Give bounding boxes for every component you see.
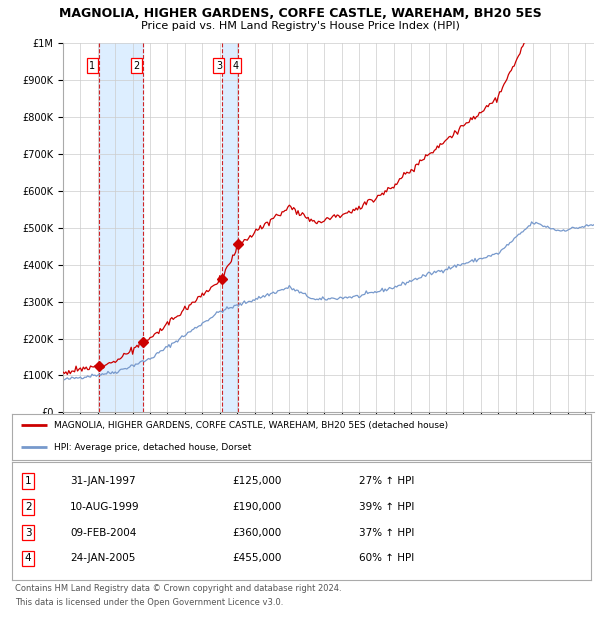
Text: This data is licensed under the Open Government Licence v3.0.: This data is licensed under the Open Gov… (15, 598, 283, 607)
Text: 60% ↑ HPI: 60% ↑ HPI (359, 554, 415, 564)
Text: 4: 4 (233, 61, 239, 71)
Text: 3: 3 (216, 61, 222, 71)
Bar (99, 43, 143, 412)
Text: 37% ↑ HPI: 37% ↑ HPI (359, 528, 415, 538)
Bar (221, 43, 238, 412)
Text: 39% ↑ HPI: 39% ↑ HPI (359, 502, 415, 512)
Text: 1: 1 (25, 476, 32, 485)
Text: 2: 2 (133, 61, 139, 71)
Text: MAGNOLIA, HIGHER GARDENS, CORFE CASTLE, WAREHAM, BH20 5ES: MAGNOLIA, HIGHER GARDENS, CORFE CASTLE, … (59, 7, 541, 20)
Text: £455,000: £455,000 (232, 554, 281, 564)
Text: HPI: Average price, detached house, Dorset: HPI: Average price, detached house, Dors… (53, 443, 251, 451)
Text: 27% ↑ HPI: 27% ↑ HPI (359, 476, 415, 485)
Text: 2: 2 (25, 502, 32, 512)
Text: 10-AUG-1999: 10-AUG-1999 (70, 502, 140, 512)
Text: Price paid vs. HM Land Registry's House Price Index (HPI): Price paid vs. HM Land Registry's House … (140, 21, 460, 31)
Text: 1: 1 (89, 61, 95, 71)
Text: MAGNOLIA, HIGHER GARDENS, CORFE CASTLE, WAREHAM, BH20 5ES (detached house): MAGNOLIA, HIGHER GARDENS, CORFE CASTLE, … (53, 420, 448, 430)
Text: £360,000: £360,000 (232, 528, 281, 538)
Text: Contains HM Land Registry data © Crown copyright and database right 2024.: Contains HM Land Registry data © Crown c… (15, 584, 341, 593)
Text: 24-JAN-2005: 24-JAN-2005 (70, 554, 135, 564)
Text: 31-JAN-1997: 31-JAN-1997 (70, 476, 136, 485)
Text: £125,000: £125,000 (232, 476, 281, 485)
Text: 4: 4 (25, 554, 32, 564)
Text: £190,000: £190,000 (232, 502, 281, 512)
Text: 3: 3 (25, 528, 32, 538)
Text: 09-FEB-2004: 09-FEB-2004 (70, 528, 136, 538)
